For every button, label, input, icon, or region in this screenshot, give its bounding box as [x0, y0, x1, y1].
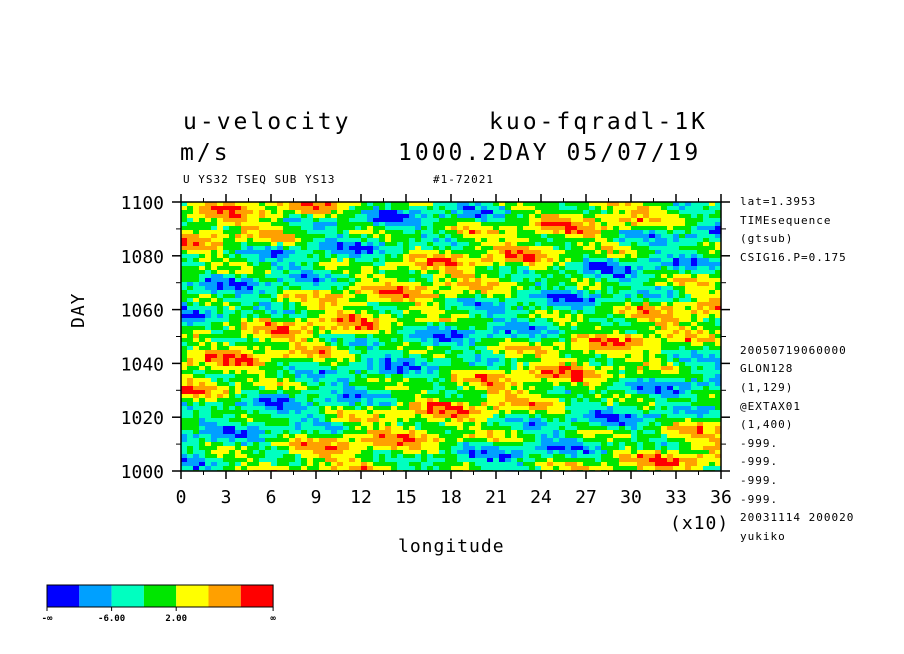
x-tick-label: 6: [266, 487, 277, 508]
info-column: lat=1.3953 TIMEsequence (gtsub) CSIG16.P=0.…: [740, 196, 900, 549]
x-tick-label: 0: [176, 487, 187, 508]
colorbar-swatch: [47, 585, 80, 607]
x-tick-label: 36: [710, 487, 732, 508]
x-tick-label: 9: [311, 487, 322, 508]
x-tick-label: 30: [620, 487, 642, 508]
x-tick-label: 33: [665, 487, 687, 508]
colorbar-swatch: [208, 585, 241, 607]
subtitle-label: U YS32 TSEQ SUB YS13: [183, 173, 336, 186]
experiment-title: kuo-fqradl-1K: [489, 109, 709, 135]
x-tick-label: 15: [395, 487, 417, 508]
x-tick-label: 18: [440, 487, 462, 508]
y-tick-label: 1080: [121, 247, 164, 268]
y-tick-label: 1040: [121, 354, 164, 375]
x-tick-label: 3: [221, 487, 232, 508]
info-line: lat=1.3953: [740, 195, 817, 208]
y-tick-label: 1060: [121, 301, 164, 322]
x-tick-label: 21: [485, 487, 507, 508]
info-line: -999.: [740, 473, 779, 487]
info-line: @EXTAX01: [740, 399, 801, 413]
x-multiplier: (x10): [670, 513, 730, 534]
info-line: (1,400): [740, 418, 794, 432]
x-axis-title: longitude: [398, 536, 505, 557]
info-line: 20031114 200020: [740, 511, 855, 525]
colorbar-swatch: [240, 585, 274, 607]
info-line: (1,129): [740, 380, 794, 394]
colorbar-frame: [46, 584, 274, 608]
info-line: (gtsub): [740, 232, 794, 246]
colorbar-label: -6.00: [98, 614, 125, 624]
x-tick-label: 24: [530, 487, 552, 508]
x-tick-label: 27: [575, 487, 597, 508]
info-line: yukiko: [740, 529, 786, 543]
info-line: 20050719060000: [740, 343, 847, 357]
x-tick-label: 12: [350, 487, 372, 508]
colorbar-swatch: [111, 585, 144, 607]
info-line: -999.: [740, 436, 779, 450]
colorbar-swatch: [79, 585, 112, 607]
info-line: CSIG16.P=0.175: [740, 250, 847, 264]
y-tick-label: 1100: [121, 193, 164, 214]
colorbar-label: 2.00: [165, 614, 187, 624]
date-stamp: 1000.2DAY 05/07/19: [398, 140, 702, 166]
colorbar-swatch: [143, 585, 177, 607]
colorbar-swatch: [176, 585, 209, 607]
info-line: GLON128: [740, 362, 794, 376]
info-line: -999.: [740, 492, 779, 506]
run-id-label: #1-72021: [433, 173, 494, 186]
info-line: -999.: [740, 455, 779, 469]
units-label: m/s: [180, 140, 231, 166]
y-tick-label: 1000: [121, 462, 164, 483]
heatmap-field: [181, 202, 721, 471]
colorbar-label: -∞: [42, 614, 53, 624]
colorbar-label: ∞: [270, 614, 276, 624]
y-tick-label: 1020: [121, 408, 164, 429]
variable-title: u-velocity: [183, 109, 352, 135]
info-line: TIMEsequence: [740, 213, 832, 227]
